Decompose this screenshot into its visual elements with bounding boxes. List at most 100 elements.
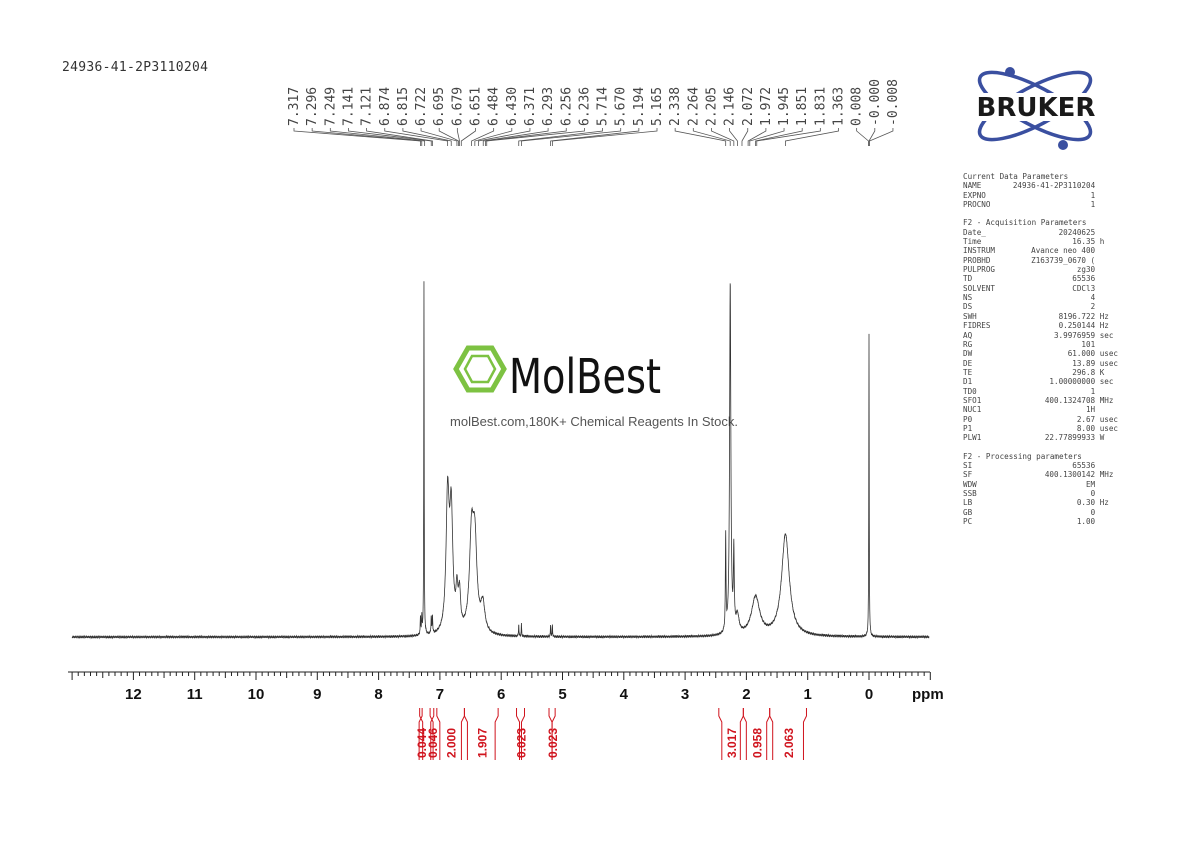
x-tick-label: 3 [681, 686, 689, 703]
peak-label-connector [741, 128, 749, 146]
peak-label: 5.714 [596, 87, 611, 126]
peak-label-connector [785, 128, 839, 146]
peak-label: 7.121 [360, 87, 375, 126]
bruker-dot-2 [1058, 140, 1068, 150]
integral-value: 0.046 [426, 728, 440, 758]
acquisition-parameters-panel: Current Data Parameters NAME 24936-41-2P31… [963, 172, 1118, 526]
x-tick-label: 12 [125, 686, 142, 703]
peak-label: 2.205 [704, 87, 719, 126]
peak-label-connector [348, 128, 432, 146]
peak-label-connector [384, 128, 449, 146]
parameter-row: LB 0.30 Hz [963, 498, 1118, 507]
peak-label: 1.363 [832, 87, 847, 126]
parameter-key: PLW1 [963, 433, 982, 443]
peak-label: 5.165 [650, 87, 665, 126]
peak-label: 1.851 [795, 87, 810, 126]
parameter-row: PROBHD Z163739_0670 ( [963, 256, 1118, 265]
parameter-key: TD [963, 274, 973, 284]
peak-label: 2.146 [723, 87, 738, 126]
peak-label-connector [311, 128, 423, 146]
peak-labels: 7.317 7.296 7.249 7.141 7.121 6.874 6.815 6.722… [287, 79, 901, 146]
parameter-value: 1 [1090, 200, 1118, 210]
parameter-row: P1 8.00 usec [963, 424, 1118, 433]
parameter-value: Z163739_0670 ( [1031, 255, 1118, 265]
parameter-key: TE [963, 367, 973, 377]
parameter-value: 400.1324708 MHz [1044, 395, 1118, 405]
peak-label-connector [869, 128, 894, 146]
parameter-value: 400.1300142 MHz [1044, 470, 1118, 480]
peak-label-connector [460, 128, 476, 146]
peak-label: 6.484 [487, 87, 502, 126]
parameter-key: PULPROG [963, 265, 996, 275]
bruker-orbit-2 [977, 70, 1093, 142]
x-tick-label: 11 [187, 686, 203, 703]
bruker-dot-1 [1005, 67, 1015, 77]
peak-label: 1.831 [813, 87, 828, 126]
x-tick-label: 7 [436, 686, 444, 703]
x-tick-label: 0 [865, 686, 873, 703]
parameter-value: 65536 [1072, 274, 1118, 284]
parameter-value: 2.67 usec [1076, 414, 1118, 424]
peak-label: 7.249 [323, 87, 338, 126]
integral-bracket [463, 708, 468, 760]
integral-value: 1.907 [475, 728, 489, 758]
parameter-key: WDW [963, 479, 977, 489]
parameter-key: RG [963, 339, 973, 349]
integral-bracket [769, 708, 774, 760]
parameter-key: SSB [963, 489, 977, 498]
parameter-value: 65536 [1072, 460, 1118, 470]
parameter-row: WDW EM [963, 480, 1118, 489]
parameter-key: PROCNO [963, 200, 991, 210]
parameter-key: DS [963, 302, 973, 312]
parameter-value: 24936-41-2P3110204 [1012, 181, 1118, 191]
parameter-row: INSTRUM Avance neo 400 [963, 246, 1118, 255]
x-tick-label: 8 [374, 686, 382, 703]
parameter-key: AQ [963, 330, 973, 340]
parameter-row: DW 61.000 usec [963, 349, 1118, 358]
peak-label-connector [551, 128, 658, 146]
peak-label-connector [550, 128, 640, 146]
parameter-value: 2 [1090, 302, 1118, 312]
parameter-section-heading: Current Data Parameters [963, 172, 1069, 181]
parameter-row: FIDRES 0.250144 Hz [963, 321, 1118, 330]
peak-label-connector [729, 128, 738, 146]
peak-label-connector [747, 128, 767, 146]
parameter-row: TD 65536 [963, 274, 1118, 283]
parameter-row: PC 1.00 [963, 517, 1118, 526]
peak-label-connector [478, 128, 531, 146]
peak-label: 7.296 [305, 87, 320, 126]
peak-label-connector [856, 128, 869, 146]
parameter-row: TE 296.8 K [963, 368, 1118, 377]
parameter-value: 22.77899933 W [1044, 433, 1118, 443]
peak-label-connector [438, 128, 459, 146]
parameter-key: P1 [963, 423, 973, 433]
parameter-value: 16.35 h [1072, 237, 1118, 247]
peak-label: 6.695 [432, 87, 447, 126]
peak-label-connector [749, 128, 785, 146]
parameter-key: D1 [963, 377, 973, 387]
parameter-key: PROBHD [963, 255, 991, 265]
parameter-value: 8.00 usec [1076, 423, 1118, 433]
peak-label: 6.722 [414, 87, 429, 126]
parameter-value: zg30 [1076, 265, 1118, 275]
peak-label: -0.008 [886, 79, 901, 126]
parameter-value: 0 [1090, 489, 1118, 498]
parameter-row: Date_ 20240625 [963, 228, 1118, 237]
parameter-row: SF 400.1300142 MHz [963, 470, 1118, 479]
x-tick-label: 10 [248, 686, 265, 703]
peak-label: 6.679 [450, 87, 465, 126]
integral-value: 0.958 [751, 728, 765, 758]
integral-value: 0.044 [415, 728, 429, 758]
peak-label-connector [420, 128, 458, 146]
peak-label-connector [329, 128, 426, 146]
parameter-key: NAME [963, 181, 982, 191]
parameter-row: PROCNO 1 [963, 200, 1118, 209]
bruker-logo: BRUKER [960, 67, 1112, 150]
parameter-row: EXPNO 1 [963, 191, 1118, 200]
parameter-key: FIDRES [963, 321, 991, 331]
x-axis-label: ppm [912, 686, 944, 703]
parameter-row: PLW1 22.77899933 W [963, 433, 1118, 442]
parameter-key: P0 [963, 414, 973, 424]
x-tick-label: 9 [313, 686, 321, 703]
